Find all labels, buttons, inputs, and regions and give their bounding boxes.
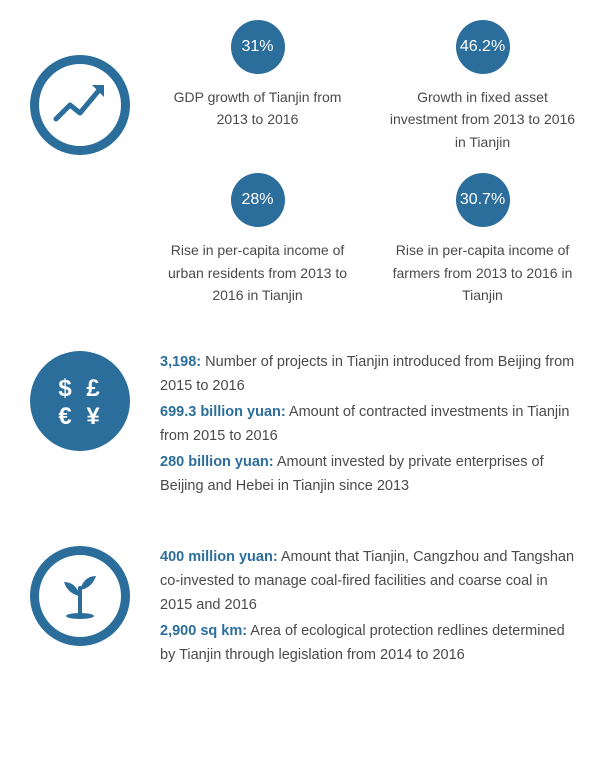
- fact-lead: 280 billion yuan:: [160, 454, 274, 470]
- stat-description: Growth in fixed asset investment from 20…: [385, 86, 580, 153]
- fact-text: Number of projects in Tianjin introduced…: [160, 354, 574, 394]
- svg-text:¥: ¥: [86, 403, 100, 430]
- currencies-icon: $ £ € ¥: [30, 351, 130, 451]
- fact-line: 699.3 billion yuan: Amount of contracted…: [160, 401, 580, 449]
- icon-column: $ £ € ¥: [30, 341, 160, 501]
- icon-column: [30, 20, 160, 306]
- stats-grid: 31% GDP growth of Tianjin from 2013 to 2…: [160, 20, 580, 306]
- fact-lead: 699.3 billion yuan:: [160, 404, 286, 420]
- stat-value-bubble: 28%: [231, 173, 285, 227]
- stat-value-bubble: 30.7%: [456, 173, 510, 227]
- growth-chart-icon: [30, 55, 130, 155]
- svg-text:€: €: [58, 403, 71, 430]
- stat-description: GDP growth of Tianjin from 2013 to 2016: [160, 86, 355, 131]
- fact-line: 400 million yuan: Amount that Tianjin, C…: [160, 546, 580, 618]
- fact-line: 2,900 sq km: Area of ecological protecti…: [160, 620, 580, 668]
- investment-facts-section: $ £ € ¥ 3,198: Number of projects in Tia…: [30, 341, 580, 501]
- icon-column: [30, 536, 160, 670]
- fact-lead: 2,900 sq km:: [160, 623, 247, 639]
- plant-sprout-icon: [30, 546, 130, 646]
- svg-text:£: £: [86, 375, 100, 402]
- growth-stats-section: 31% GDP growth of Tianjin from 2013 to 2…: [30, 20, 580, 306]
- ecology-facts-section: 400 million yuan: Amount that Tianjin, C…: [30, 536, 580, 670]
- fact-lead: 400 million yuan:: [160, 549, 278, 565]
- facts-column: 3,198: Number of projects in Tianjin int…: [160, 341, 580, 501]
- stat-item: 46.2% Growth in fixed asset investment f…: [385, 20, 580, 153]
- fact-line: 280 billion yuan: Amount invested by pri…: [160, 451, 580, 499]
- stat-description: Rise in per-capita income of urban resid…: [160, 239, 355, 306]
- stat-item: 31% GDP growth of Tianjin from 2013 to 2…: [160, 20, 355, 153]
- stat-item: 30.7% Rise in per-capita income of farme…: [385, 173, 580, 306]
- stat-item: 28% Rise in per-capita income of urban r…: [160, 173, 355, 306]
- stat-value-bubble: 46.2%: [456, 20, 510, 74]
- stat-description: Rise in per-capita income of farmers fro…: [385, 239, 580, 306]
- fact-line: 3,198: Number of projects in Tianjin int…: [160, 351, 580, 399]
- svg-text:$: $: [58, 375, 72, 402]
- fact-lead: 3,198:: [160, 354, 201, 370]
- stat-value-bubble: 31%: [231, 20, 285, 74]
- facts-column: 400 million yuan: Amount that Tianjin, C…: [160, 536, 580, 670]
